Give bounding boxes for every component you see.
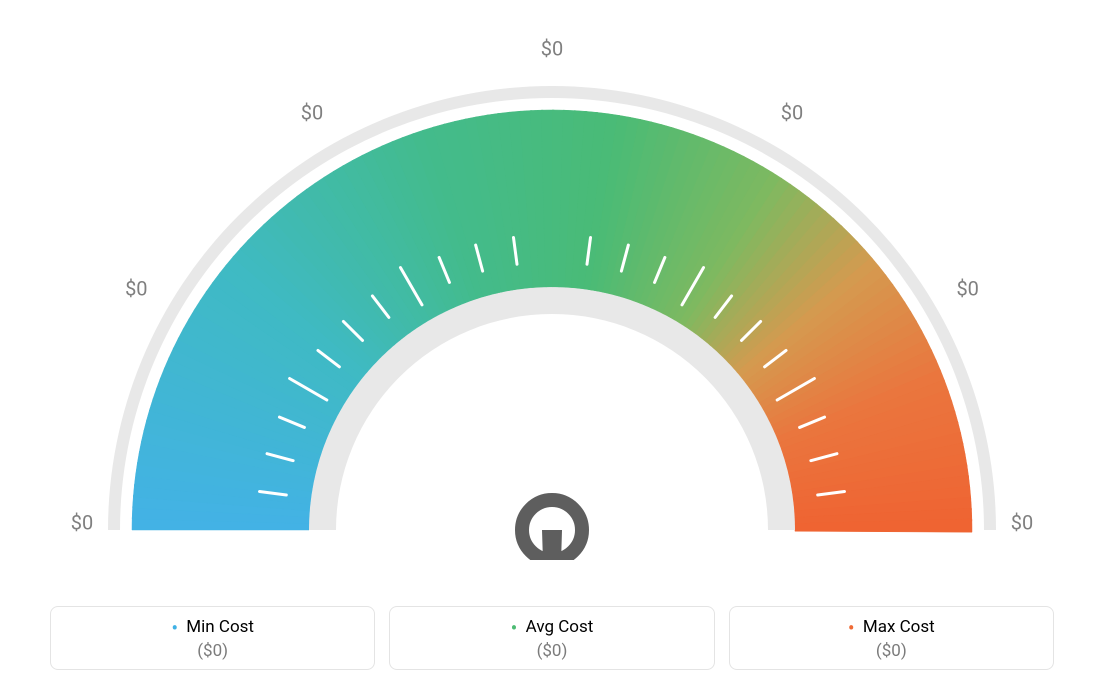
legend-value-min: ($0): [59, 641, 366, 661]
legend-label-min: Min Cost: [186, 617, 254, 637]
svg-text:$0: $0: [71, 510, 93, 534]
legend-title-min: • Min Cost: [59, 617, 366, 637]
gauge-svg: $0 $0 $0 $0 $0 $0 $0: [0, 0, 1104, 560]
svg-text:$0: $0: [1011, 510, 1033, 534]
legend-title-max: • Max Cost: [738, 617, 1045, 637]
legend-dot-max: •: [848, 616, 855, 640]
legend-label-avg: Avg Cost: [526, 617, 594, 637]
legend-label-max: Max Cost: [863, 617, 935, 637]
svg-text:$0: $0: [781, 101, 803, 125]
svg-text:$0: $0: [956, 276, 978, 300]
legend-card-max: • Max Cost ($0): [729, 606, 1054, 670]
legend-value-max: ($0): [738, 641, 1045, 661]
legend-title-avg: • Avg Cost: [398, 617, 705, 637]
gauge-chart: $0 $0 $0 $0 $0 $0 $0: [0, 0, 1104, 560]
legend-card-min: • Min Cost ($0): [50, 606, 375, 670]
legend-card-avg: • Avg Cost ($0): [389, 606, 714, 670]
legend-row: • Min Cost ($0) • Avg Cost ($0) • Max Co…: [50, 606, 1054, 670]
legend-dot-avg: •: [511, 616, 518, 640]
legend-value-avg: ($0): [398, 641, 705, 661]
legend-dot-min: •: [171, 616, 178, 640]
svg-text:$0: $0: [541, 36, 563, 60]
svg-text:$0: $0: [125, 276, 147, 300]
svg-text:$0: $0: [301, 101, 323, 125]
